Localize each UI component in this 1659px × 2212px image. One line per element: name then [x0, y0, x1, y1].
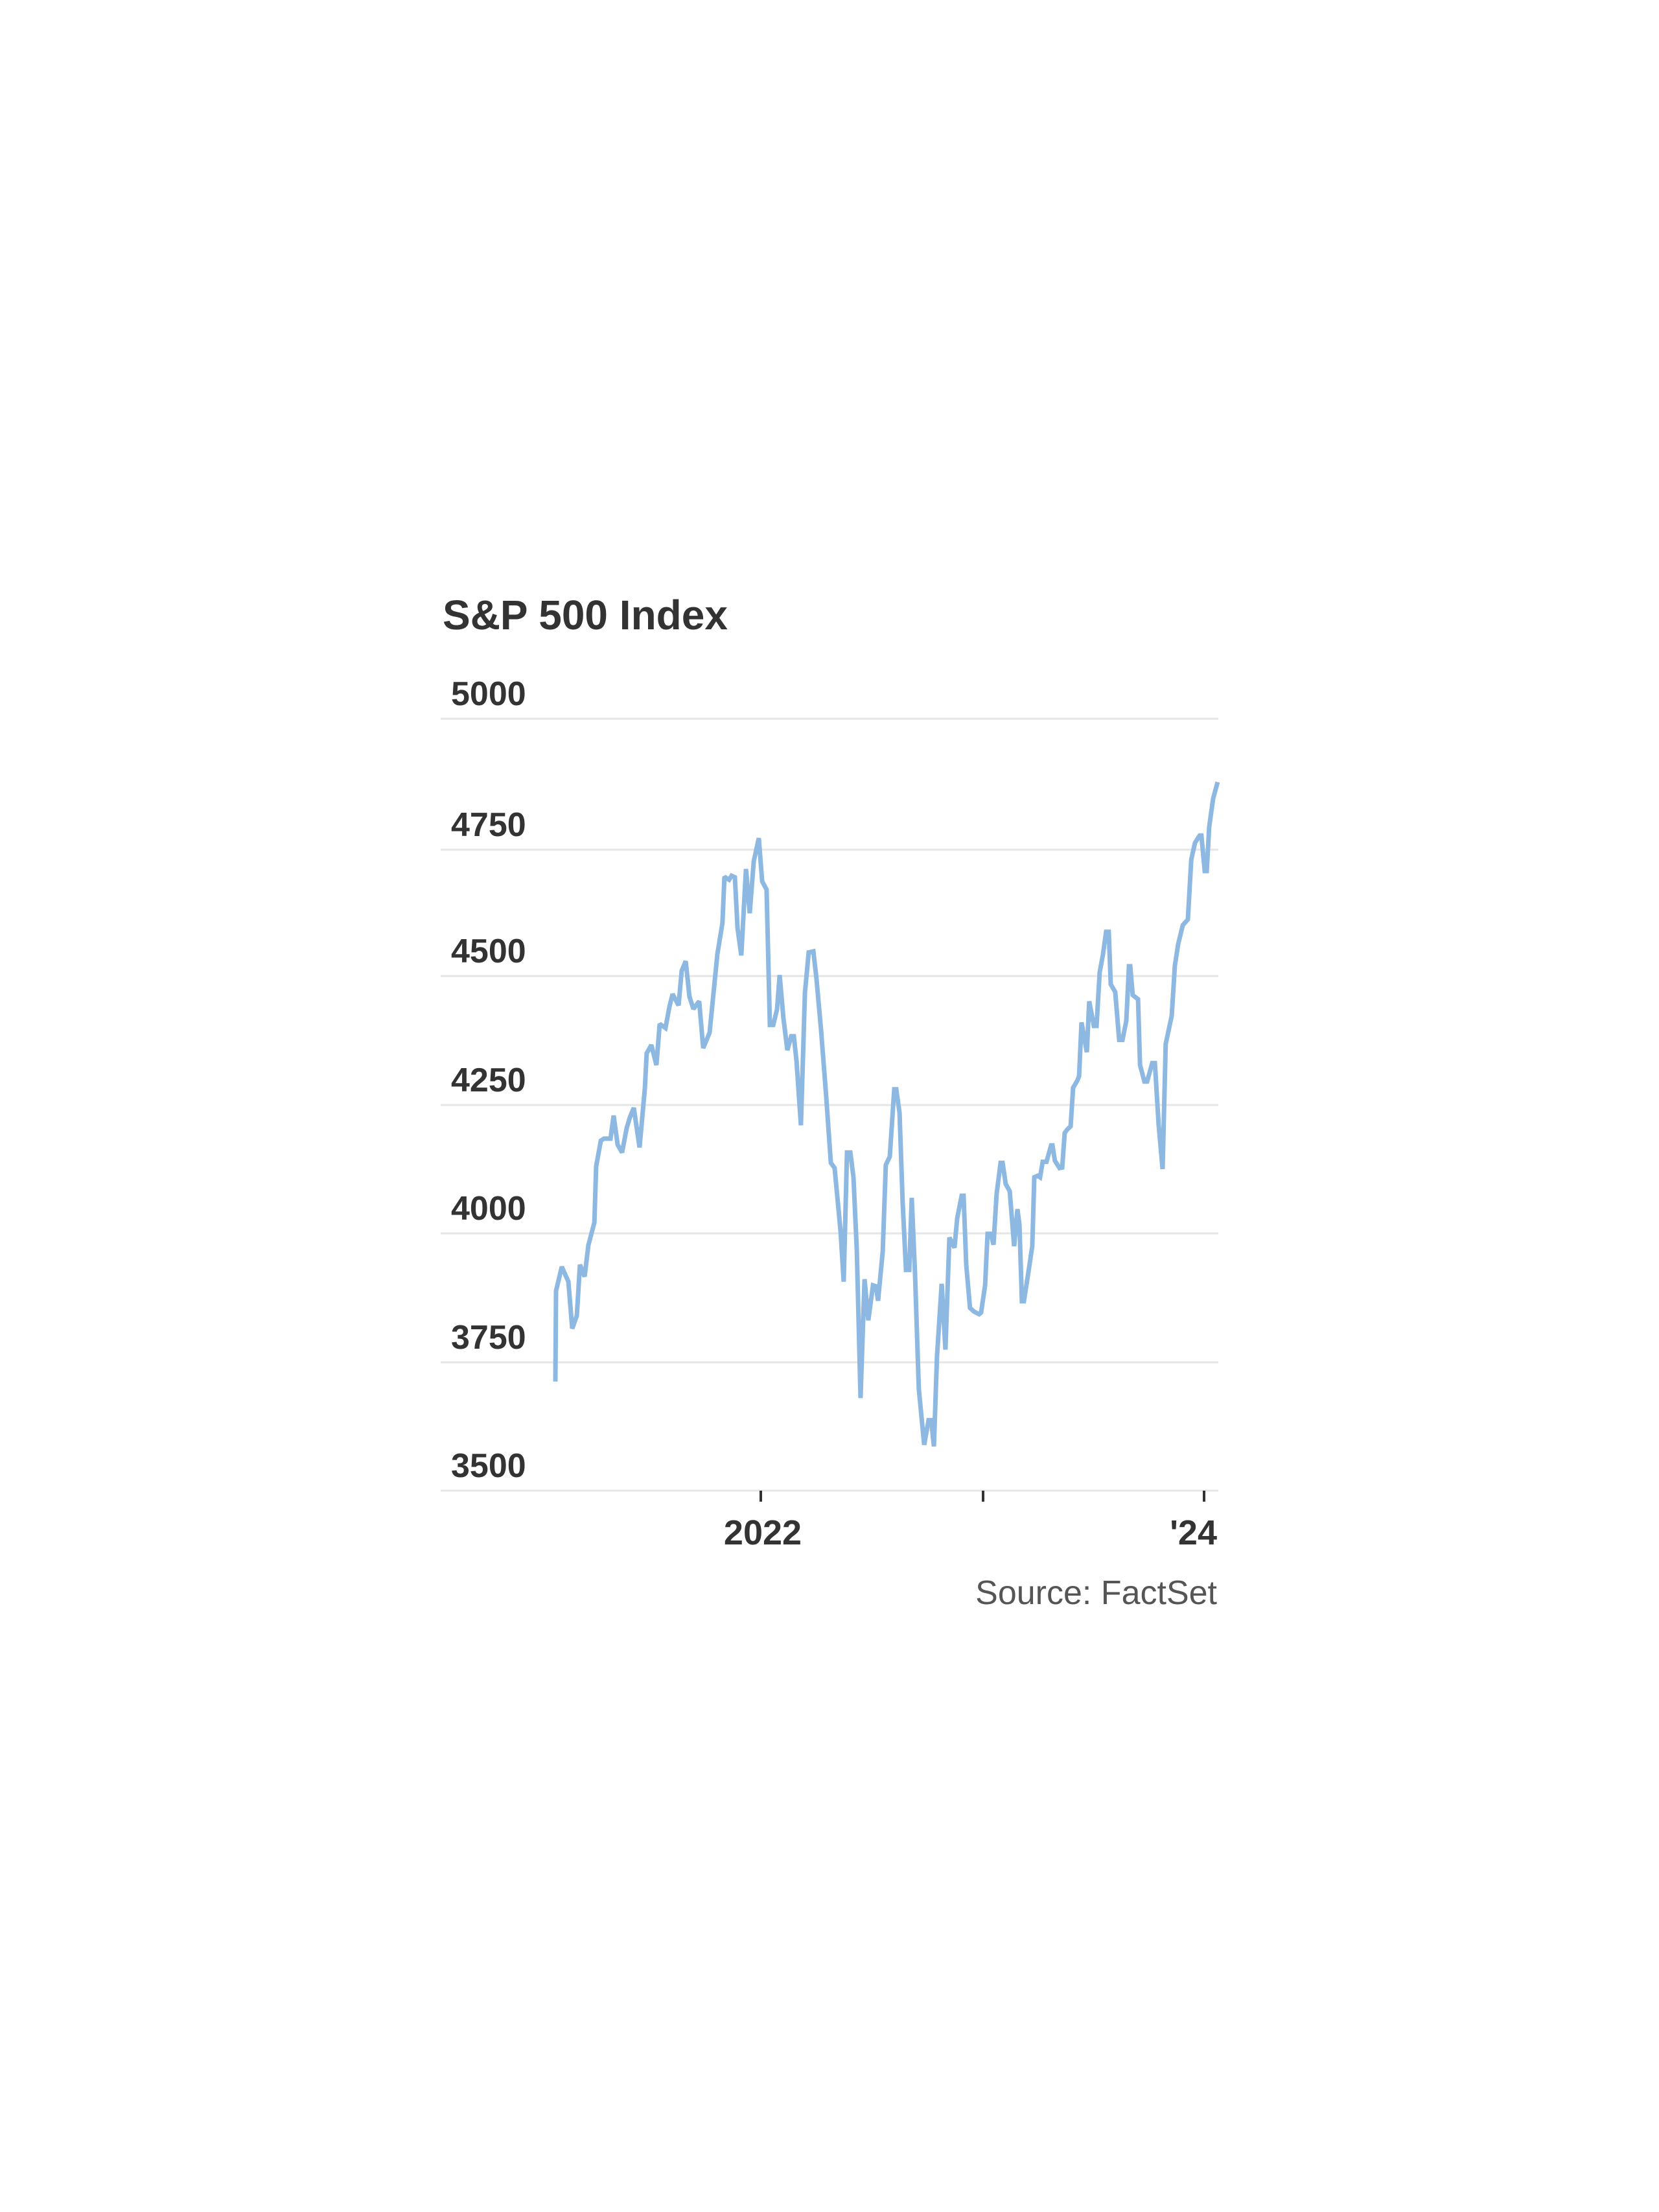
x-label-2022: 2022 — [724, 1513, 802, 1552]
y-label-3500: 3500 — [451, 1447, 526, 1485]
y-label-4750: 4750 — [451, 806, 526, 844]
x-label-2024: '24 — [1170, 1513, 1217, 1552]
chart-title: S&P 500 Index — [443, 592, 728, 638]
y-label-4000: 4000 — [451, 1190, 526, 1228]
y-label-5000: 5000 — [451, 675, 526, 713]
y-label-4250: 4250 — [451, 1062, 526, 1099]
x-axis: 2022 '24 — [724, 1491, 1217, 1552]
sp500-line — [553, 781, 1220, 1447]
y-label-3750: 3750 — [451, 1319, 526, 1356]
y-axis-labels: 5000 4750 4500 4250 4000 3750 3500 — [451, 675, 526, 1485]
gridlines — [441, 717, 1218, 1492]
source-note: Source: FactSet — [975, 1574, 1217, 1612]
y-label-4500: 4500 — [451, 933, 526, 970]
